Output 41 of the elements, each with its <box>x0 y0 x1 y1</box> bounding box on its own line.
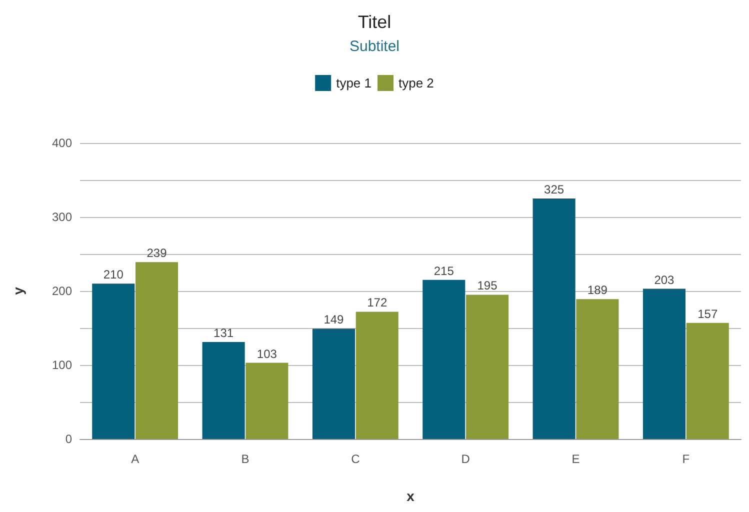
x-tick-label: C <box>351 452 360 466</box>
y-tick-label: 200 <box>52 284 72 298</box>
bar <box>466 294 509 439</box>
x-tick-label: E <box>572 452 580 466</box>
data-label: 239 <box>146 246 168 260</box>
data-label: 203 <box>654 272 675 287</box>
bar <box>92 284 135 439</box>
bar <box>246 362 288 439</box>
x-tick-label: F <box>682 452 690 466</box>
y-tick-label: 400 <box>52 136 72 150</box>
bar <box>202 342 245 439</box>
legend-label: type 2 <box>398 76 434 90</box>
bar <box>532 198 576 439</box>
legend-label: type 1 <box>336 76 372 90</box>
x-tick-label: B <box>241 452 250 466</box>
data-label: 189 <box>587 283 608 298</box>
bar <box>686 322 729 439</box>
data-label: 215 <box>434 264 454 278</box>
x-tick-label: A <box>131 452 140 466</box>
data-label: 325 <box>544 182 564 196</box>
data-label: 149 <box>324 312 344 327</box>
data-label: 131 <box>214 326 234 340</box>
y-tick-label: 0 <box>65 432 72 446</box>
y-axis-title: y <box>10 286 26 295</box>
data-label: 195 <box>477 278 498 293</box>
bar <box>642 288 686 439</box>
y-tick-label: 300 <box>52 210 72 224</box>
bar <box>356 312 398 439</box>
x-axis-title: x <box>406 488 415 504</box>
bar <box>312 328 355 439</box>
chart-title: Titel <box>358 12 392 32</box>
y-tick-label: 100 <box>52 358 72 372</box>
bar <box>422 280 466 439</box>
data-label: 157 <box>698 306 718 321</box>
data-label: 172 <box>367 296 388 310</box>
data-label: 210 <box>103 268 124 282</box>
bar <box>136 262 178 439</box>
x-tick-label: D <box>461 452 470 466</box>
data-label: 103 <box>256 346 278 361</box>
chart-subtitle: Subtitel <box>349 38 400 55</box>
bar <box>576 299 619 439</box>
